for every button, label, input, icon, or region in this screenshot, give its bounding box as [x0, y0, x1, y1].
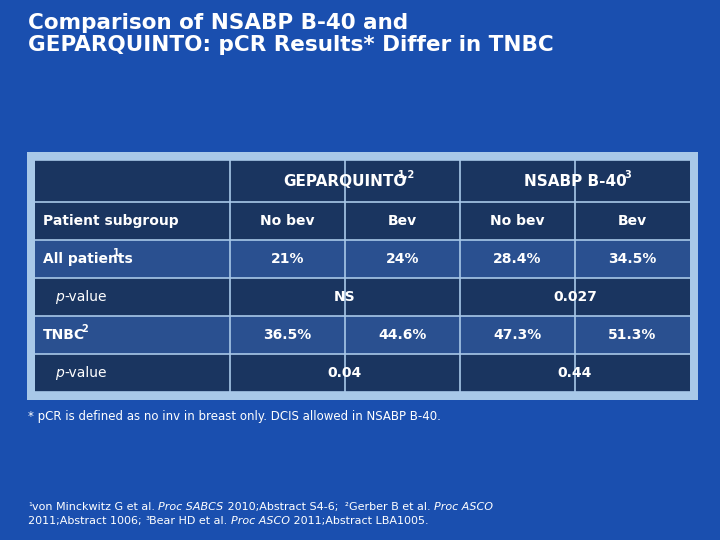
FancyBboxPatch shape	[35, 202, 690, 240]
Text: 0.04: 0.04	[328, 366, 362, 380]
Text: Proc SABCS: Proc SABCS	[158, 502, 224, 512]
Text: Gerber B et al.: Gerber B et al.	[349, 502, 434, 512]
Text: ²: ²	[345, 502, 349, 512]
Text: 2010;Abstract S4-6;: 2010;Abstract S4-6;	[224, 502, 345, 512]
Text: GEPARQUINTO: pCR Results* Differ in TNBC: GEPARQUINTO: pCR Results* Differ in TNBC	[28, 35, 554, 55]
Text: Proc ASCO: Proc ASCO	[231, 516, 290, 526]
Text: 2011;Abstract 1006;: 2011;Abstract 1006;	[28, 516, 145, 526]
Text: 44.6%: 44.6%	[378, 328, 427, 342]
Text: TNBC: TNBC	[43, 328, 85, 342]
Text: 36.5%: 36.5%	[264, 328, 312, 342]
Text: von Minckwitz G et al.: von Minckwitz G et al.	[32, 502, 158, 512]
Text: 51.3%: 51.3%	[608, 328, 657, 342]
Text: 1,2: 1,2	[398, 170, 415, 180]
FancyBboxPatch shape	[27, 152, 698, 400]
Text: Comparison of NSABP B-40 and: Comparison of NSABP B-40 and	[28, 13, 408, 33]
Text: 0.44: 0.44	[558, 366, 592, 380]
FancyBboxPatch shape	[35, 240, 690, 278]
FancyBboxPatch shape	[35, 160, 690, 202]
Text: 47.3%: 47.3%	[493, 328, 541, 342]
Text: Patient subgroup: Patient subgroup	[43, 214, 179, 228]
Text: Bev: Bev	[388, 214, 417, 228]
Text: 1: 1	[113, 248, 120, 258]
Text: NS: NS	[334, 290, 356, 304]
Text: NSABP B-40: NSABP B-40	[523, 173, 626, 188]
Text: 34.5%: 34.5%	[608, 252, 657, 266]
FancyBboxPatch shape	[35, 354, 690, 392]
Text: p: p	[55, 290, 64, 304]
Text: 0.027: 0.027	[553, 290, 597, 304]
FancyBboxPatch shape	[35, 278, 690, 316]
Text: Bev: Bev	[618, 214, 647, 228]
Text: 2: 2	[81, 324, 88, 334]
Text: * pCR is defined as no inv in breast only. DCIS allowed in NSABP B-40.: * pCR is defined as no inv in breast onl…	[28, 410, 441, 423]
Text: -value: -value	[64, 290, 107, 304]
Text: 21%: 21%	[271, 252, 305, 266]
Text: 3: 3	[624, 170, 631, 180]
Text: No bev: No bev	[490, 214, 545, 228]
Text: 28.4%: 28.4%	[493, 252, 541, 266]
Text: GEPARQUINTO: GEPARQUINTO	[283, 173, 407, 188]
Text: No bev: No bev	[260, 214, 315, 228]
Text: Bear HD et al.: Bear HD et al.	[149, 516, 231, 526]
Text: 24%: 24%	[386, 252, 419, 266]
Text: All patients: All patients	[43, 252, 132, 266]
Text: -value: -value	[64, 366, 107, 380]
Text: Proc ASCO: Proc ASCO	[434, 502, 493, 512]
Text: ¹: ¹	[28, 502, 32, 512]
FancyBboxPatch shape	[35, 316, 690, 354]
Text: p: p	[55, 366, 64, 380]
Text: ³: ³	[145, 516, 149, 526]
Text: 2011;Abstract LBA1005.: 2011;Abstract LBA1005.	[290, 516, 428, 526]
